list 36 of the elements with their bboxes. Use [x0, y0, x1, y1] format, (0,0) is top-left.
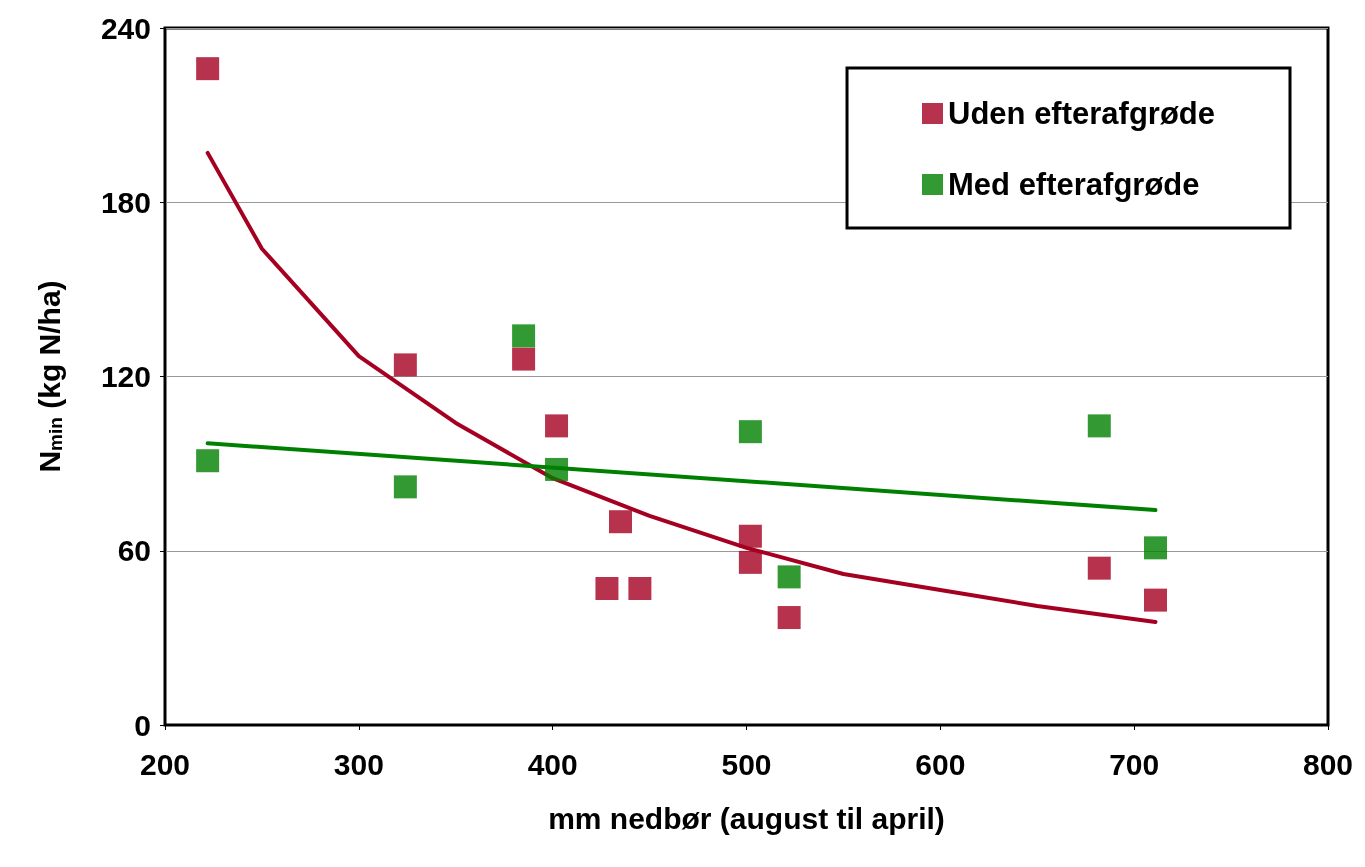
point [738, 524, 762, 548]
point [777, 565, 801, 589]
x-axis-title: mm nedbør (august til april) [548, 801, 945, 835]
point [196, 449, 220, 473]
point [595, 577, 619, 600]
point [1087, 556, 1111, 580]
point [545, 414, 569, 438]
y-tick-label: 60 [117, 534, 151, 568]
x-tick-label: 300 [333, 747, 384, 781]
y-tick-label: 0 [134, 708, 151, 742]
point [1143, 536, 1167, 560]
point [393, 353, 417, 377]
x-tick-label: 800 [1302, 747, 1354, 781]
y-tick-label: 120 [100, 360, 151, 393]
point [1143, 588, 1167, 612]
point [545, 457, 569, 481]
point [1087, 414, 1111, 438]
y-axis-title: Nmin (kg N/ha) [33, 280, 66, 473]
x-tick-label: 700 [1109, 747, 1160, 781]
y-tick-label: 180 [100, 185, 151, 219]
point [196, 57, 220, 81]
y-tick-label: 240 [100, 11, 151, 45]
x-tick-label: 600 [915, 747, 966, 781]
point [738, 550, 762, 574]
point [738, 420, 762, 444]
x-tick-label: 200 [139, 747, 191, 781]
x-tick-label: 400 [527, 747, 578, 781]
point [393, 475, 417, 499]
x-tick-label: 500 [721, 747, 772, 781]
point [512, 347, 536, 371]
legend-label: Uden efterafgrøde [948, 96, 1215, 131]
point [609, 510, 633, 534]
point [512, 324, 536, 348]
point [628, 577, 652, 600]
point [777, 606, 801, 630]
legend-label: Med efterafgrøde [948, 167, 1200, 202]
